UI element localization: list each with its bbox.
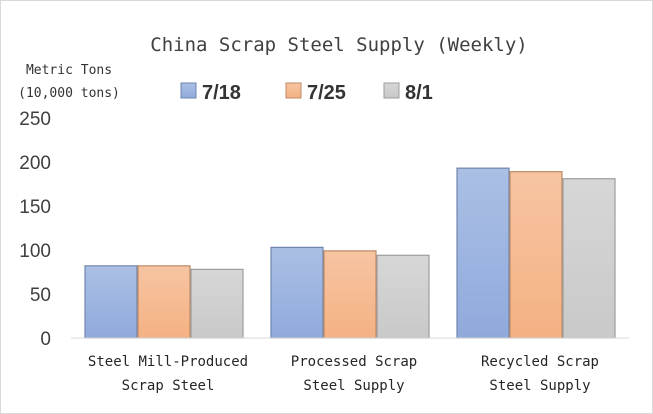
x-axis-labels: Steel Mill-Produced Scrap Steel Processed … [88,354,599,394]
bar [137,265,191,339]
y-tick-label: 0 [40,329,51,350]
legend-label: 7/18 [202,82,241,104]
y-axis-ticks: 0 50 100 150 200 250 [19,109,51,350]
y-axis-unit-line-1: Metric Tons [26,63,112,78]
legend-label: 7/25 [307,82,346,104]
legend: 7/18 7/25 8/1 [180,82,433,104]
legend-swatch [180,82,197,99]
bar [323,250,377,339]
y-axis-unit-line-2: (10,000 tons) [18,86,120,101]
y-tick-label: 200 [19,153,51,174]
legend-swatch [285,82,302,99]
bar [84,265,138,339]
bars [84,167,616,339]
bar [190,268,244,339]
x-tick-label: Steel Supply [489,378,590,394]
y-tick-label: 250 [19,109,51,130]
bar [270,246,324,339]
legend-label: 8/1 [405,82,433,104]
bar [456,167,510,339]
bar [562,178,616,339]
bar [376,254,430,339]
chart-title: China Scrap Steel Supply (Weekly) [150,34,528,56]
y-tick-label: 100 [19,241,51,262]
y-tick-label: 50 [30,285,51,306]
y-tick-label: 150 [19,197,51,218]
legend-swatch [383,82,400,99]
x-tick-label: Steel Mill-Produced [88,354,248,370]
x-tick-label: Processed Scrap [291,354,417,370]
x-tick-label: Scrap Steel [122,378,215,394]
x-tick-label: Recycled Scrap [481,354,599,370]
bar [509,171,563,339]
x-tick-label: Steel Supply [303,378,404,394]
